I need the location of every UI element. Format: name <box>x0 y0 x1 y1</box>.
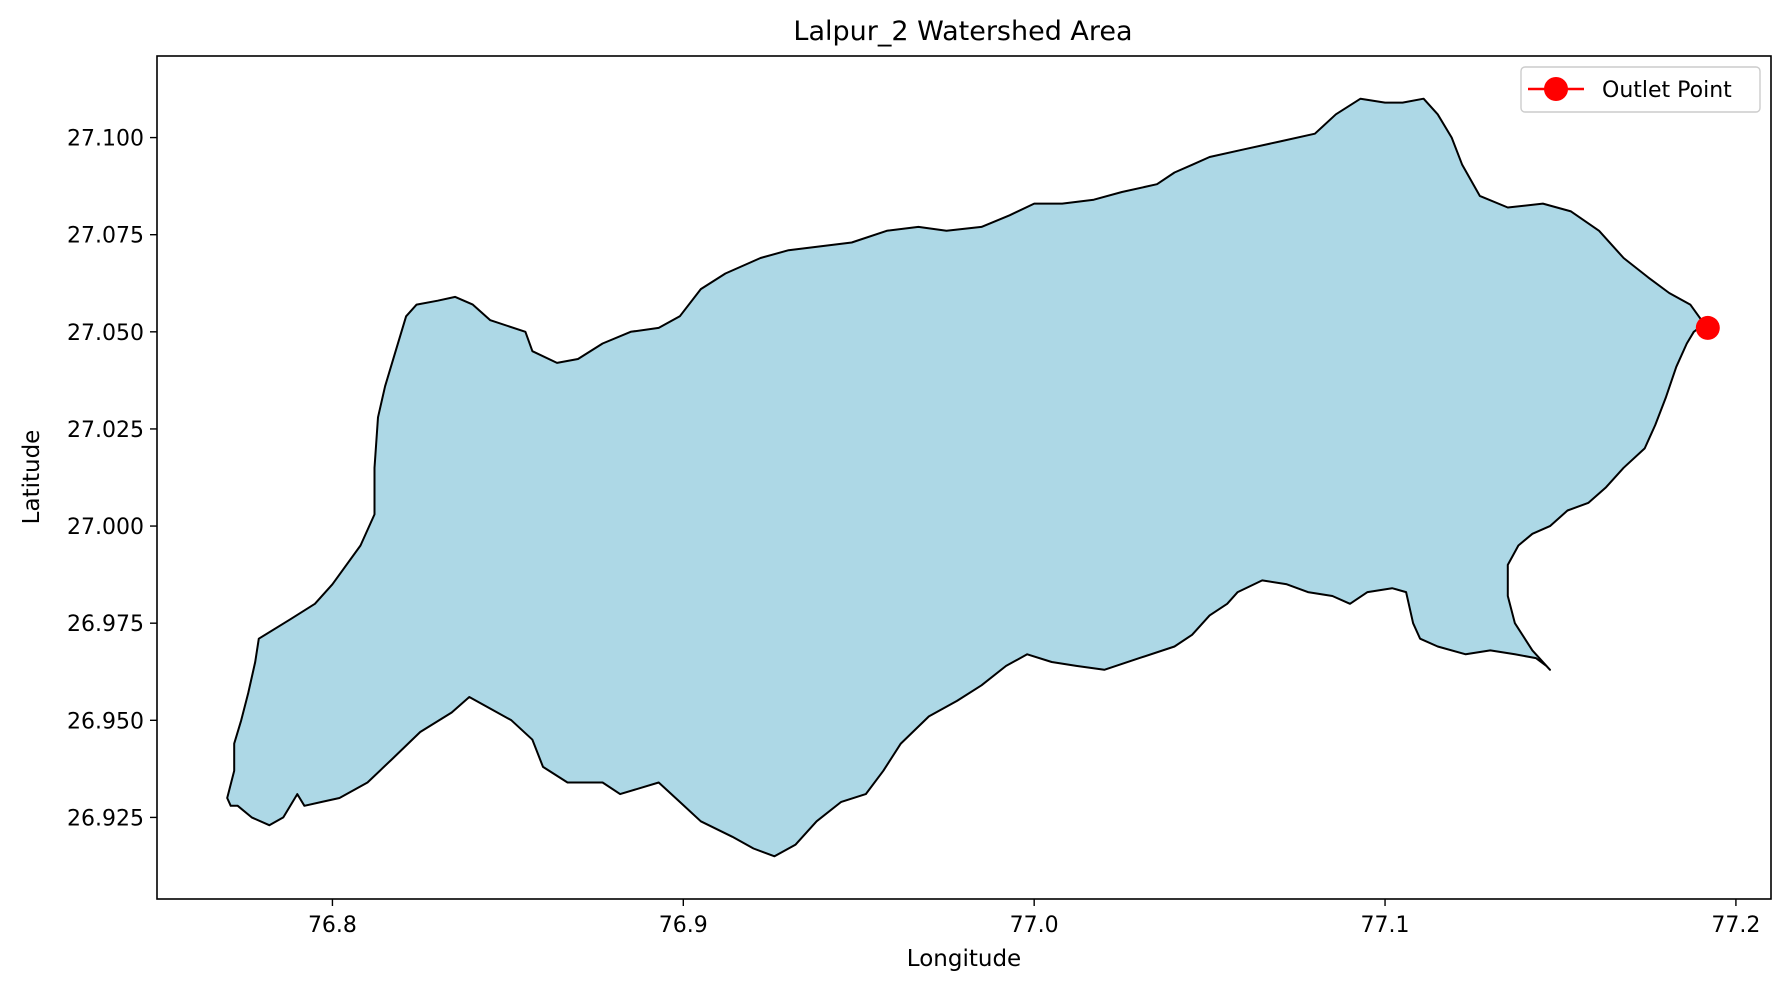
y-tick-label: 26.950 <box>67 709 144 734</box>
x-tick-label: 76.9 <box>659 913 708 938</box>
y-tick-label: 26.925 <box>67 806 144 831</box>
legend-marker-icon <box>1544 77 1568 101</box>
y-tick-label: 27.100 <box>67 127 144 152</box>
x-tick-label: 76.8 <box>308 913 357 938</box>
y-tick-label: 27.025 <box>67 418 144 443</box>
x-tick-label: 77.1 <box>1361 913 1410 938</box>
y-axis-ticks: 26.925 26.950 26.975 27.000 27.025 27.050 27.0… <box>67 127 157 831</box>
x-tick-label: 77.2 <box>1711 913 1760 938</box>
axes-border <box>156 55 1772 900</box>
y-axis-label: Latitude <box>19 430 45 525</box>
watershed-layer <box>226 97 1706 858</box>
outlet-point-marker <box>1695 315 1720 340</box>
x-tick-label: 77.0 <box>1010 913 1059 938</box>
outlet-layer <box>1695 315 1720 340</box>
watershed-polygon <box>226 97 1706 858</box>
legend-box <box>1520 66 1761 113</box>
x-axis-label: Longitude <box>907 946 1021 972</box>
legend-entry-outlet-point: Outlet Point <box>1602 78 1732 103</box>
y-tick-label: 27.075 <box>67 224 144 249</box>
x-axis-ticks: 76.8 76.9 77.0 77.1 77.2 <box>308 899 1760 938</box>
chart-title: Lalpur_2 Watershed Area <box>793 16 1132 47</box>
y-tick-label: 27.050 <box>67 321 144 346</box>
y-tick-label: 26.975 <box>67 612 144 637</box>
y-tick-label: 27.000 <box>67 515 144 540</box>
legend: Outlet Point <box>1520 66 1761 113</box>
